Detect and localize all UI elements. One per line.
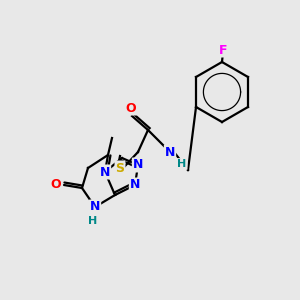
- Text: F: F: [219, 44, 227, 56]
- Text: N: N: [130, 178, 140, 191]
- Text: N: N: [90, 200, 100, 214]
- Text: H: H: [88, 216, 98, 226]
- Text: H: H: [177, 159, 187, 169]
- Text: N: N: [165, 146, 175, 158]
- Text: N: N: [133, 158, 143, 172]
- Text: S: S: [116, 161, 124, 175]
- Text: O: O: [126, 101, 136, 115]
- Text: O: O: [51, 178, 61, 191]
- Text: N: N: [100, 166, 110, 178]
